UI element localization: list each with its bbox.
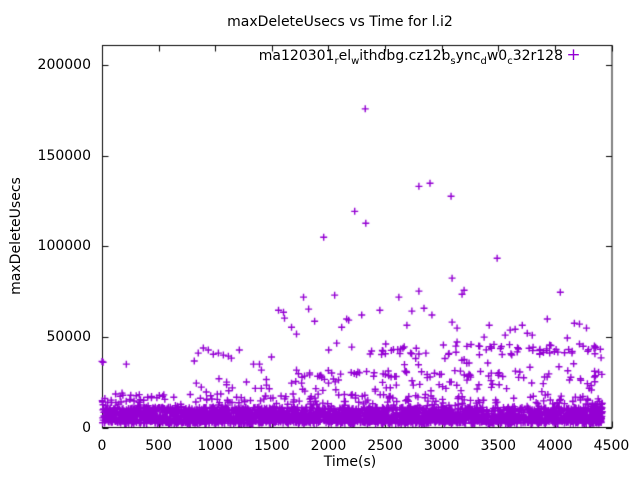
legend-label-subscript: s: [450, 55, 456, 67]
legend-label-text: w0: [486, 48, 508, 64]
x-tick-label: 0: [97, 438, 107, 454]
legend-series-label: ma120301relwithdbg.cz12bsyncdw0c32r128: [259, 48, 563, 70]
x-tick-label: 2500: [367, 438, 403, 454]
y-axis-title: maxDeleteUsecs: [8, 177, 24, 295]
x-tick-label: 1500: [254, 438, 290, 454]
y-tick-label: 150000: [37, 147, 91, 164]
legend-label-text: el: [338, 48, 352, 64]
x-tick-label: 1000: [197, 438, 234, 454]
y-tick-label: 200000: [37, 57, 91, 74]
legend-label-subscript: d: [480, 55, 487, 67]
x-tick-label: 3000: [423, 438, 460, 454]
x-tick-label: 4000: [537, 438, 573, 454]
chart-title: maxDeleteUsecs vs Time for l.i2: [227, 14, 453, 30]
legend-label-text: ync: [455, 48, 481, 64]
x-tick-label: 4500: [593, 438, 630, 454]
legend-plus-marker-icon: +: [566, 45, 581, 65]
y-tick-label: 100000: [37, 238, 91, 255]
y-tick-label: 50000: [46, 328, 91, 345]
x-tick-label: 2000: [310, 438, 347, 454]
x-tick-label: 500: [145, 438, 172, 454]
legend-label-text: ma120301: [258, 48, 335, 64]
legend-label-subscript: w: [351, 55, 360, 67]
x-axis-title: Time(s): [323, 454, 377, 470]
legend-label-text: ithdbg.cz12b: [359, 48, 451, 64]
y-tick-label: 0: [82, 419, 91, 436]
legend-label-text: 32r128: [512, 48, 563, 64]
legend-label-subscript: r: [334, 55, 339, 67]
legend-label-subscript: c: [507, 55, 513, 67]
x-tick-label: 3500: [480, 438, 517, 454]
